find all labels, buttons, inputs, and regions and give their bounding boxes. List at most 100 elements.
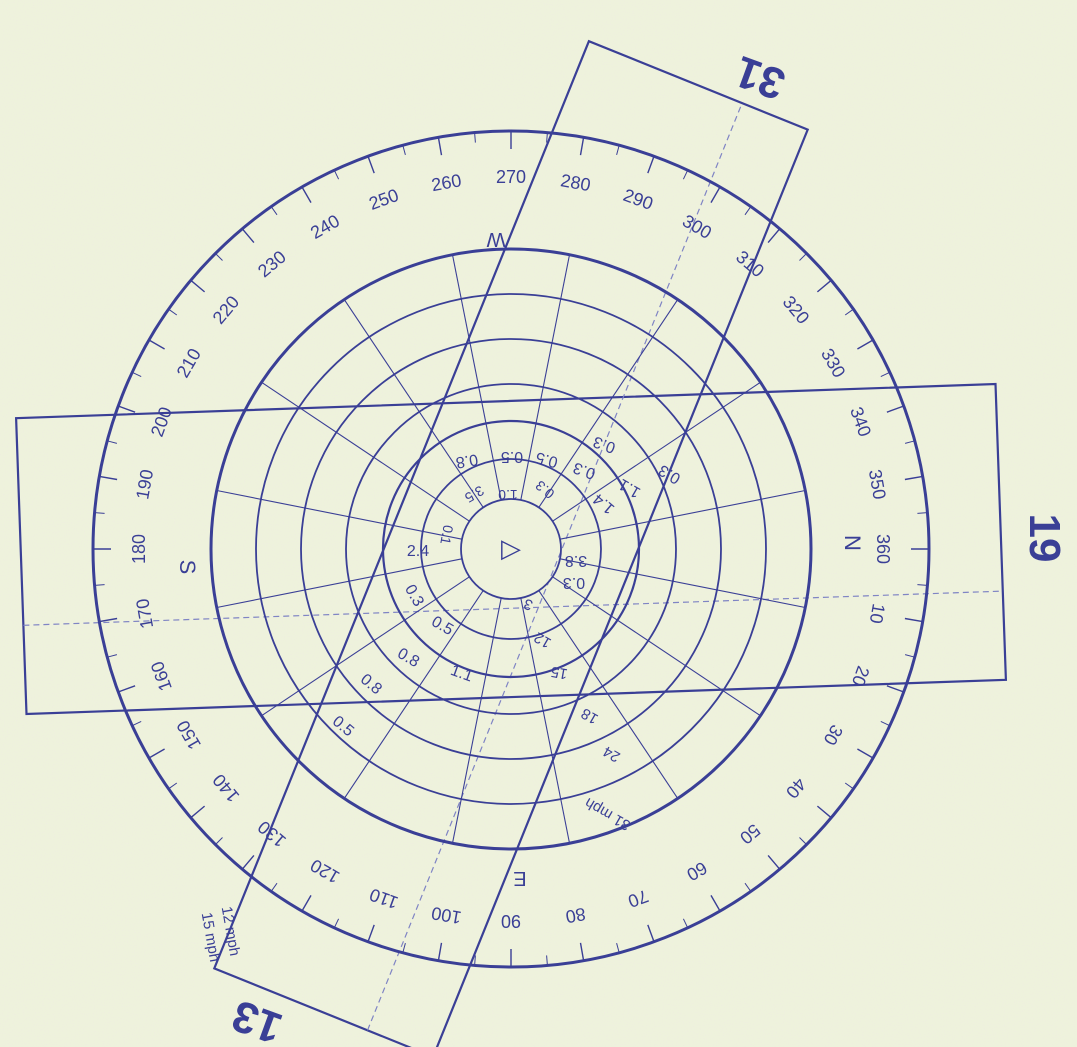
bearing-minor-tick	[107, 440, 118, 444]
sector-divider	[520, 254, 571, 501]
bearing-minor-tick	[107, 654, 118, 658]
bearing-minor-tick	[844, 308, 854, 316]
freq-value: 0.5	[501, 448, 523, 465]
freq-value: 3.8	[565, 552, 587, 569]
bearing-tick	[857, 748, 874, 759]
bearing-minor-tick	[94, 512, 105, 514]
speed-ring-18	[300, 338, 722, 760]
cardinal-s: S	[175, 560, 200, 575]
bearing-minor-tick	[270, 206, 278, 216]
bearing-tick	[767, 854, 781, 870]
sector-divider	[451, 254, 502, 501]
bearing-minor-tick	[215, 837, 223, 845]
bearing-minor-tick	[904, 654, 915, 658]
freq-value: 0.3	[571, 458, 598, 482]
speed-label-18: 18	[578, 704, 601, 727]
speed-ring-15	[345, 383, 677, 715]
bearing-tick	[241, 228, 255, 244]
speed-label-15: 15	[550, 663, 569, 683]
bearing-minor-tick	[131, 371, 142, 378]
bearing-tick	[904, 617, 923, 623]
bearing-tick	[148, 339, 165, 350]
sector-divider	[538, 299, 679, 508]
sector-divider	[559, 489, 806, 540]
bearing-tick	[301, 186, 312, 203]
sector-divider	[261, 576, 470, 717]
bearing-minor-tick	[94, 584, 105, 586]
bearing-minor-tick	[880, 720, 891, 727]
bearing-minor-tick	[131, 720, 142, 727]
bearing-minor-tick	[402, 145, 406, 156]
bearing-minor-tick	[917, 512, 928, 514]
freq-value: 0.8	[454, 450, 479, 471]
bearing-tick	[647, 155, 655, 174]
bearing-minor-tick	[744, 206, 752, 216]
sector-divider	[343, 590, 484, 799]
bearing-tick	[117, 685, 136, 693]
freq-value: 2.4	[407, 543, 429, 560]
bearing-minor-tick	[799, 837, 807, 845]
bearing-tick	[367, 924, 375, 943]
cardinal-n: N	[840, 535, 865, 551]
bearing-minor-tick	[917, 584, 928, 586]
bearing-minor-tick	[168, 308, 178, 316]
bearing-minor-tick	[402, 942, 406, 953]
sector-divider	[343, 299, 484, 508]
bearing-ticks	[93, 131, 929, 967]
cardinal-e: E	[513, 867, 526, 889]
sector-divider	[451, 597, 502, 844]
bearing-minor-tick	[799, 253, 807, 261]
bearing-minor-tick	[880, 371, 891, 378]
sector-lines	[216, 254, 806, 844]
speed-ring-31	[209, 247, 813, 851]
bearing-tick	[647, 924, 655, 943]
bearing-minor-tick	[616, 145, 620, 156]
bearing-tick	[710, 895, 721, 912]
bearing-minor-tick	[474, 955, 476, 966]
freq-value: 0.5	[534, 448, 560, 470]
sector-divider	[559, 558, 806, 609]
bearing-tick	[767, 228, 781, 244]
bearing-label-10: 10	[866, 602, 889, 625]
calm-ring	[460, 498, 562, 600]
runway-strip-19	[14, 382, 1008, 716]
sector-divider	[538, 590, 679, 799]
freq-value: 1.0	[498, 487, 518, 503]
bearing-tick	[99, 617, 118, 623]
bearing-minor-tick	[844, 782, 854, 790]
freq-value: 0.1	[437, 524, 456, 546]
bearing-tick	[241, 854, 255, 870]
bearing-minor-tick	[168, 782, 178, 790]
freq-value: 0.3	[591, 432, 618, 456]
bearing-tick	[886, 405, 905, 413]
bearing-tick	[579, 942, 585, 961]
bearing-tick	[437, 942, 443, 961]
runway-strip-31-centerline	[366, 102, 743, 1031]
sector-divider	[520, 597, 571, 844]
bearing-label-360: 360	[873, 534, 893, 564]
runway-strip-31	[212, 39, 810, 1047]
freq-value: 0.3	[563, 574, 585, 591]
bearing-tick	[437, 137, 443, 156]
speed-label-12: 12	[531, 628, 554, 651]
bearing-tick	[579, 137, 585, 156]
bearing-minor-tick	[474, 132, 476, 143]
center-arrow-icon: ▷	[501, 533, 521, 563]
bearing-minor-tick	[904, 440, 915, 444]
speed-ring-24	[255, 293, 767, 805]
sector-divider	[261, 381, 470, 522]
bearing-label-180: 180	[129, 534, 149, 564]
sector-divider	[216, 489, 463, 540]
bearing-minor-tick	[270, 882, 278, 892]
bearing-minor-tick	[616, 942, 620, 953]
bearing-tick	[99, 475, 118, 481]
bearing-tick	[886, 685, 905, 693]
speed-label-24: 24	[600, 742, 623, 765]
bearing-tick	[816, 279, 832, 293]
bearing-minor-tick	[215, 253, 223, 261]
speed-ring-3	[420, 458, 602, 640]
bearing-label-90: 90	[501, 911, 521, 931]
bearing-minor-tick	[546, 955, 548, 966]
